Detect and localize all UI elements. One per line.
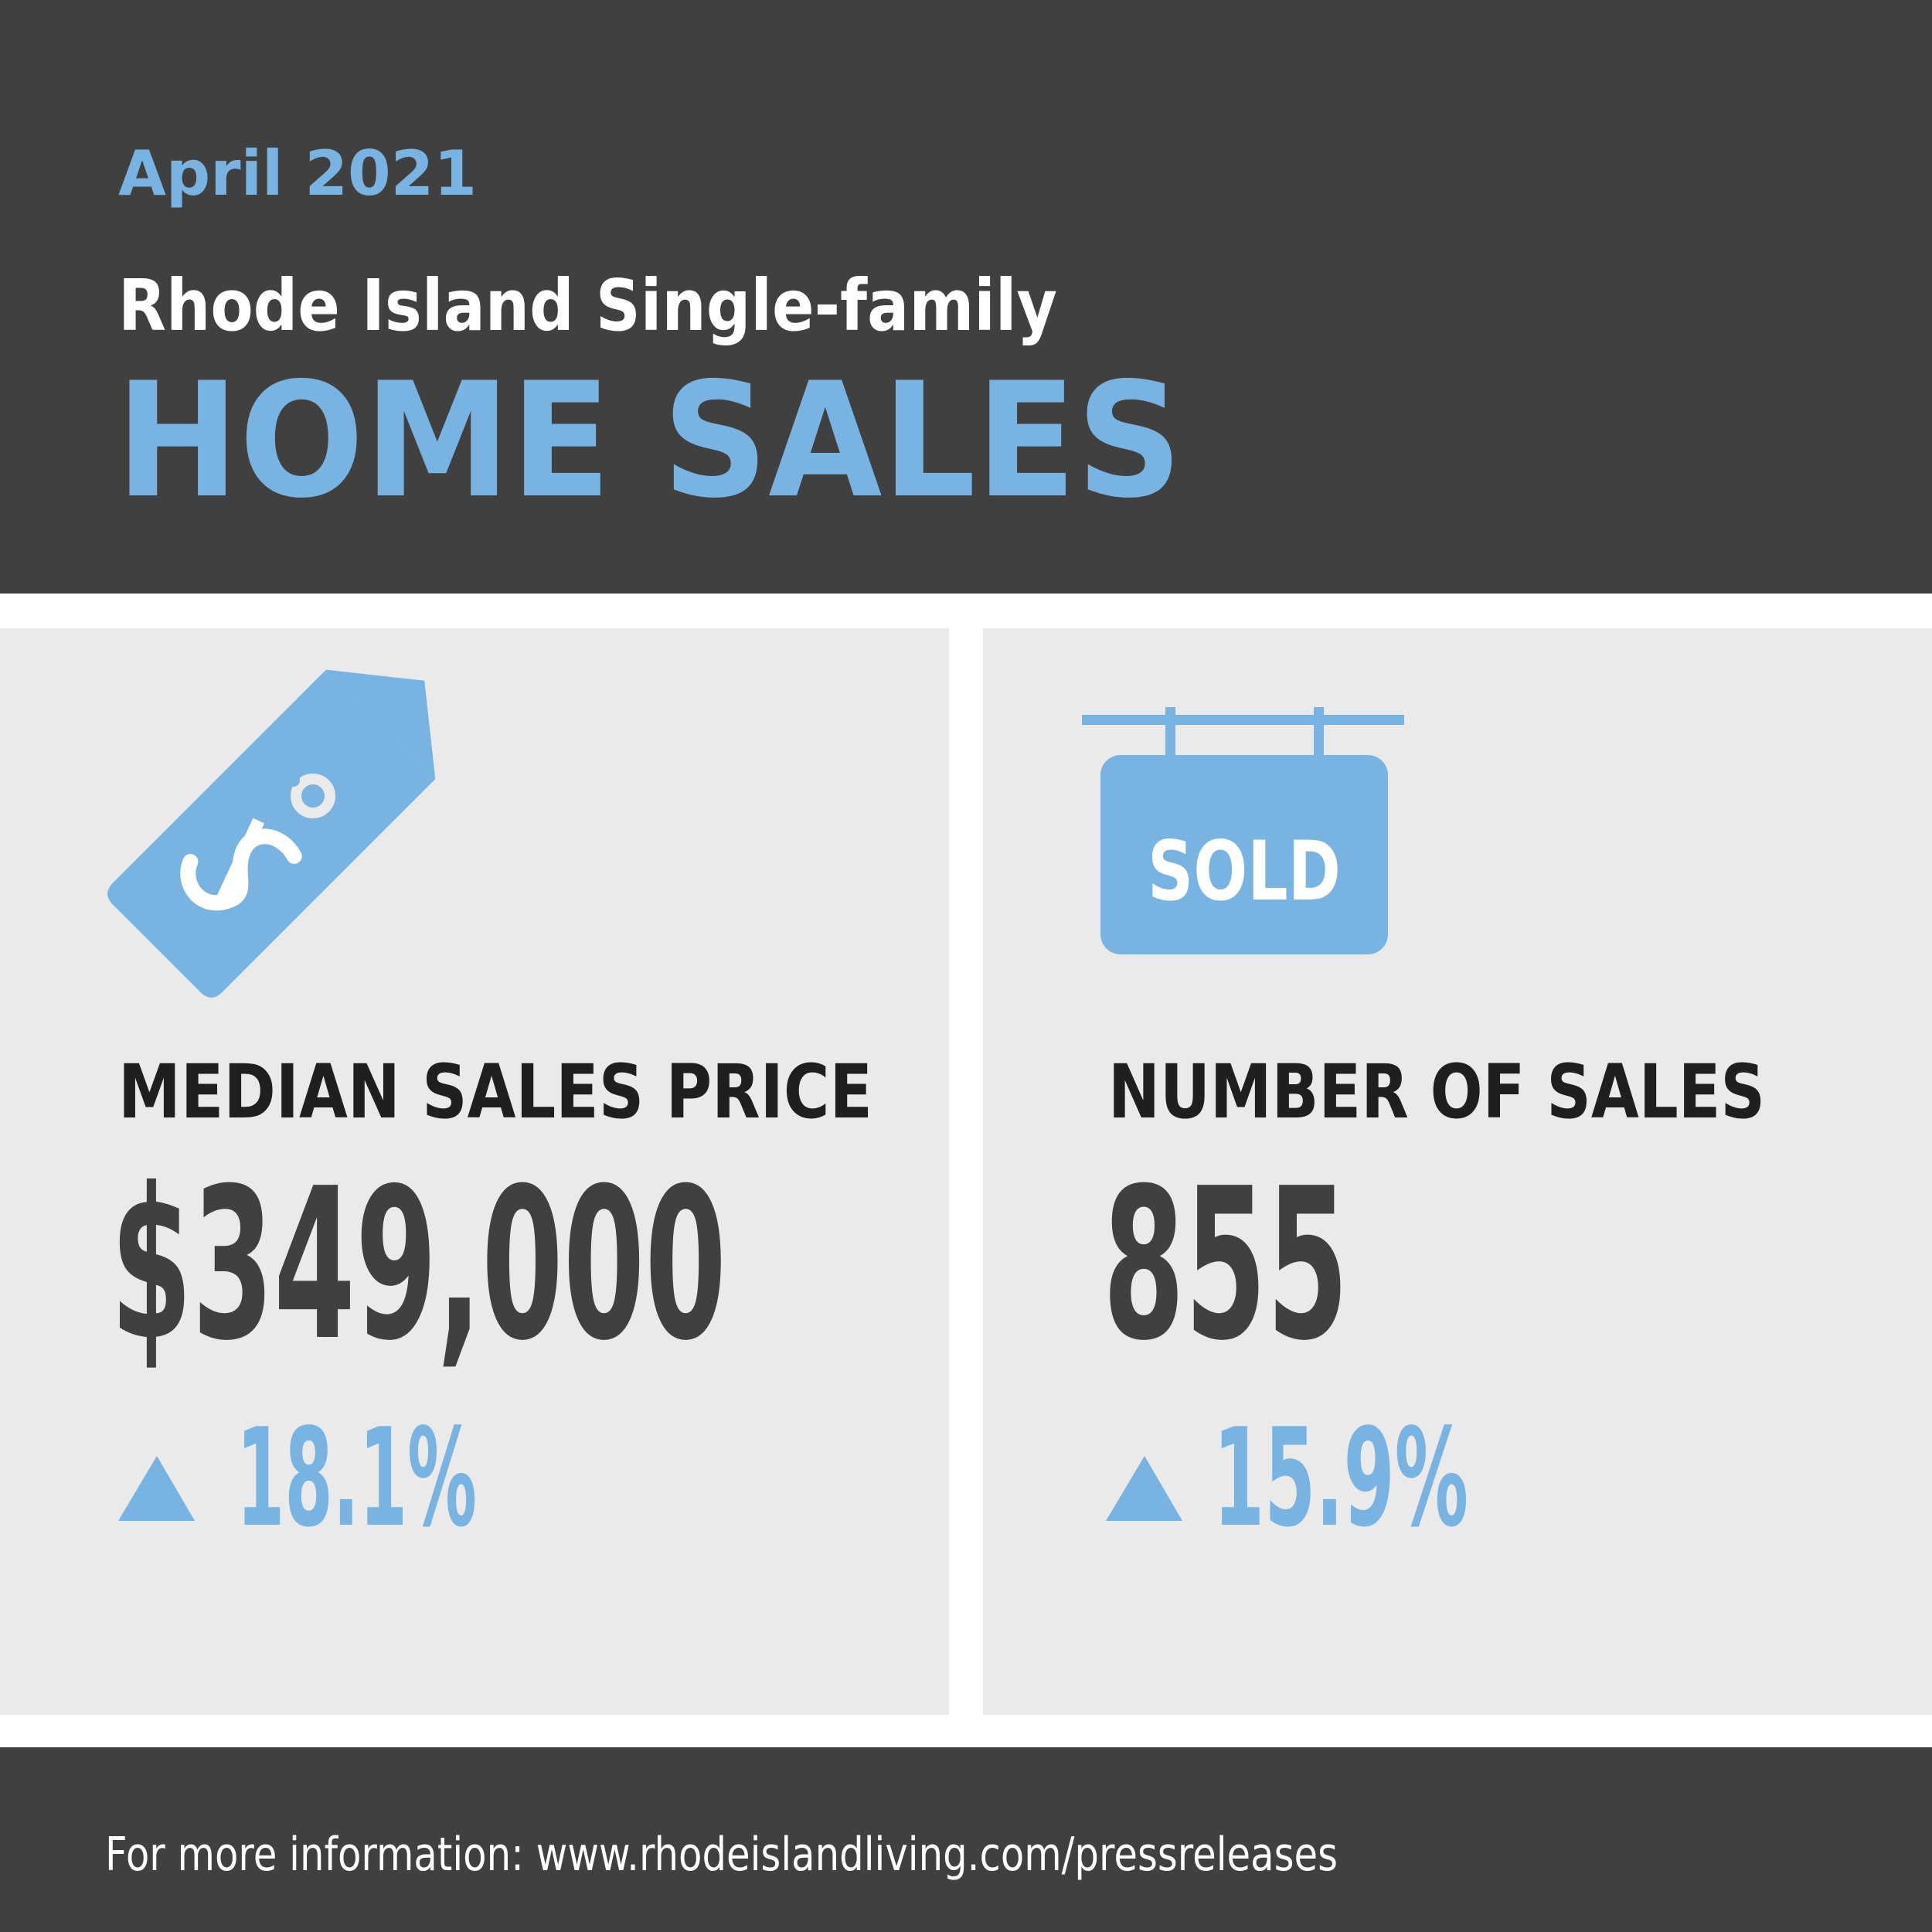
stat-label: NUMBER OF SALES xyxy=(1108,1049,1765,1135)
stat-change: 18.1% xyxy=(236,1400,477,1557)
stat-value: $349,000 xyxy=(111,1143,726,1386)
stat-label: MEDIAN SALES PRICE xyxy=(118,1049,872,1135)
sold-sign-icon: SOLD xyxy=(1082,707,1404,954)
title: HOME SALES xyxy=(116,349,1182,533)
left-panel xyxy=(0,628,949,1715)
date: April 2021 xyxy=(118,138,477,209)
footer-band xyxy=(0,1747,1932,1932)
stat-change: 15.9% xyxy=(1213,1400,1468,1557)
footer-text: For more information: www.rhodeislandliv… xyxy=(105,1828,1338,1882)
header-band xyxy=(0,0,1932,594)
price-tag-icon xyxy=(107,669,436,998)
up-arrow xyxy=(118,1456,195,1521)
sign-text: SOLD xyxy=(1148,824,1341,919)
subtitle: Rhode Island Single-family xyxy=(118,264,1057,347)
up-arrow xyxy=(1106,1456,1182,1521)
stat-value: 855 xyxy=(1103,1143,1349,1386)
